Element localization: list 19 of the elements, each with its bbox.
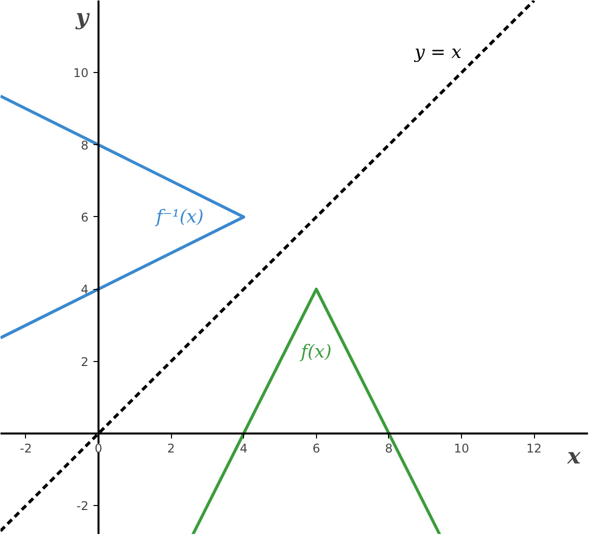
y-tick-label: 10 xyxy=(73,66,89,80)
y-tick-label: 4 xyxy=(80,282,89,297)
y-tick-label: 8 xyxy=(80,138,89,152)
y-tick-label: 2 xyxy=(80,354,89,369)
x-tick-label: 10 xyxy=(454,441,470,456)
x-tick-label: 4 xyxy=(240,441,248,456)
x-tick-label: 8 xyxy=(385,441,393,456)
x-tick-label: 6 xyxy=(312,441,320,456)
x-tick-label: 2 xyxy=(167,441,175,456)
x-tick-label: -2 xyxy=(20,441,32,456)
y-tick-label: -2 xyxy=(76,499,89,514)
y-axis-title: y xyxy=(74,4,91,30)
series-label: f⁻¹(x) xyxy=(154,206,204,228)
y-tick-label: 6 xyxy=(80,210,89,224)
series-label: f(x) xyxy=(298,342,332,363)
x-tick-label: 0 xyxy=(94,441,102,456)
x-axis-title: x xyxy=(566,443,582,470)
series-label: y = x xyxy=(414,42,462,63)
x-tick-label: 12 xyxy=(526,441,542,456)
